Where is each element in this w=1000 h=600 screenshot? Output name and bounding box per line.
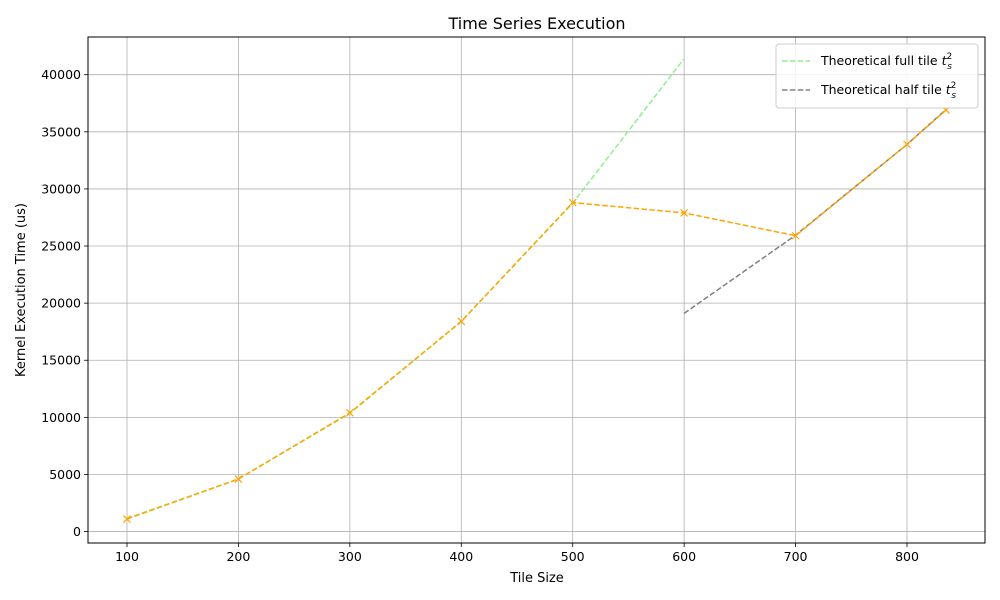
grid (88, 37, 985, 543)
y-tick-label: 15000 (41, 353, 81, 368)
data-point (234, 475, 243, 483)
data-point (680, 208, 689, 217)
x-tick-label: 700 (784, 549, 808, 564)
x-tick-label: 300 (338, 549, 362, 564)
x-axis-label: Tile Size (509, 571, 564, 586)
legend-label: Theoretical full tile t2 s (820, 52, 952, 72)
series-group (123, 58, 950, 523)
y-tick-label: 35000 (41, 124, 81, 139)
series-line-0 (126, 109, 947, 520)
series-line-1 (126, 58, 685, 520)
legend-frame (775, 43, 979, 109)
chart-title: Time Series Execution (447, 14, 625, 33)
x-tick-label: 100 (115, 549, 139, 564)
y-tick-label: 10000 (41, 410, 81, 425)
data-point (903, 140, 911, 149)
x-tick-label: 400 (449, 549, 473, 564)
legend-label: Theoretical half tile t2 s (820, 81, 956, 101)
y-tick-label: 40000 (41, 67, 81, 82)
data-point (123, 515, 131, 523)
legend: Theoretical full tile t2 s Theoretical hal… (775, 43, 979, 109)
x-tick-label: 200 (226, 549, 250, 564)
ticks: 100 200 300 400 500 600 700 800 0 5000 10000 15000 2… (41, 67, 919, 564)
x-tick-label: 500 (561, 549, 585, 564)
y-axis-label: Kernel Execution Time (us) (14, 203, 29, 377)
y-tick-label: 5000 (49, 467, 81, 482)
y-tick-label: 0 (73, 524, 81, 539)
series-line-2 (683, 108, 947, 315)
x-tick-label: 800 (895, 549, 919, 564)
plot-frame (87, 36, 986, 544)
data-point (345, 408, 354, 417)
data-point (791, 231, 800, 240)
y-tick-label: 30000 (41, 181, 81, 196)
data-point (568, 198, 577, 207)
y-tick-label: 25000 (41, 239, 81, 254)
data-point (457, 317, 466, 326)
x-tick-label: 600 (672, 549, 696, 564)
y-tick-label: 20000 (41, 296, 81, 311)
